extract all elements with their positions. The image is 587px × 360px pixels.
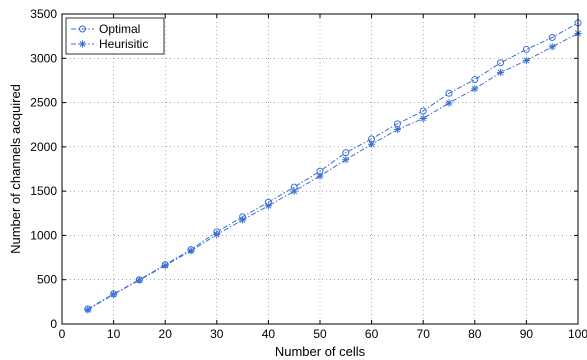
star-stroke (549, 43, 556, 50)
legend-box (65, 17, 165, 55)
data-point (393, 125, 401, 134)
data-point (110, 290, 118, 298)
star-stroke (188, 247, 194, 254)
series-layer (84, 19, 582, 314)
y-tick-label: 1500 (30, 184, 57, 198)
series-star (84, 29, 582, 314)
data-point (368, 140, 376, 148)
x-tick-label: 70 (417, 327, 431, 341)
x-tick-label: 30 (210, 327, 224, 341)
data-point (213, 230, 221, 239)
data-point (445, 99, 453, 107)
star-stroke (317, 173, 323, 180)
y-tick-label: 1000 (30, 228, 57, 242)
y-tick-label: 500 (37, 273, 57, 287)
y-tick-label: 2000 (30, 140, 57, 154)
x-tick-labels: 0 10 20 30 40 50 60 70 80 90 100 (59, 327, 587, 341)
star-stroke (84, 306, 91, 313)
data-point (522, 45, 530, 53)
data-point (471, 85, 479, 93)
data-point (548, 43, 556, 51)
data-point (135, 276, 143, 284)
star-stroke (420, 115, 427, 122)
star-stroke (79, 41, 86, 47)
data-point (239, 216, 247, 224)
star-stroke (446, 100, 452, 106)
data-point (161, 261, 169, 270)
x-axis-label: Number of cells (275, 344, 366, 359)
star-stroke (213, 231, 220, 238)
y-tick-label: 3500 (30, 7, 57, 21)
data-point (84, 306, 92, 314)
x-tick-label: 60 (365, 327, 379, 341)
series-line (87, 22, 579, 310)
x-tick-label: 40 (262, 327, 276, 341)
y-tick-labels: 0 500 1000 1500 2000 2500 3000 3500 (30, 7, 57, 331)
star-stroke (471, 85, 478, 92)
data-point (419, 114, 427, 123)
x-tick-label: 0 (59, 327, 66, 341)
legend-entry: Heurisitic (71, 37, 148, 51)
y-tick-label: 0 (50, 317, 57, 331)
data-point (264, 202, 272, 210)
data-point (342, 156, 350, 164)
x-tick-label: 100 (568, 327, 587, 341)
data-point (497, 59, 505, 67)
legend-entry: Optimal (71, 22, 140, 36)
data-point (522, 56, 530, 65)
x-tick-label: 80 (468, 327, 482, 341)
data-point (187, 247, 195, 255)
data-point (497, 68, 505, 77)
data-point (445, 89, 453, 97)
y-axis-label: Number of channels acquired (8, 84, 23, 254)
legend-marker (78, 40, 87, 48)
y-tick-label: 3000 (30, 51, 57, 65)
star-stroke (342, 156, 349, 163)
star-stroke (497, 69, 504, 76)
x-tick-label: 50 (313, 327, 327, 341)
legend-label: Optimal (99, 22, 140, 36)
star-stroke (394, 126, 401, 133)
star-stroke (523, 57, 530, 64)
data-point (419, 107, 427, 115)
data-point (342, 149, 350, 157)
star-stroke (110, 291, 117, 298)
x-tick-label: 20 (159, 327, 173, 341)
star-stroke (136, 277, 143, 284)
data-point (316, 172, 324, 180)
y-tick-label: 2500 (30, 96, 57, 110)
data-point (548, 33, 556, 41)
legend-label: Heurisitic (99, 37, 148, 51)
x-tick-label: 10 (107, 327, 121, 341)
data-point (290, 187, 298, 195)
data-point (471, 76, 479, 84)
star-stroke (368, 141, 375, 148)
star-stroke (265, 202, 272, 209)
axis-ticks (61, 13, 579, 325)
star-stroke (291, 188, 298, 195)
legend-marker (79, 25, 86, 33)
star-stroke (162, 262, 169, 269)
star-stroke (239, 216, 246, 223)
x-tick-label: 90 (520, 327, 534, 341)
